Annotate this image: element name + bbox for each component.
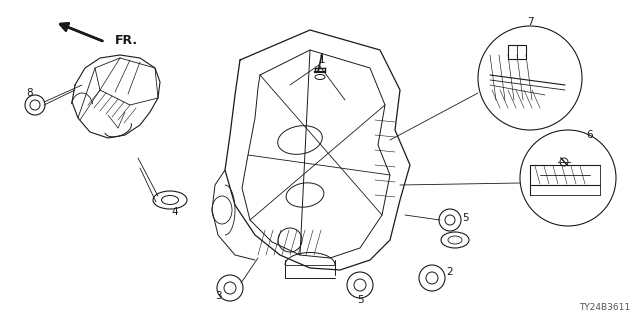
- Text: 8: 8: [27, 88, 33, 98]
- Text: 2: 2: [447, 267, 453, 277]
- Text: 5: 5: [356, 295, 364, 305]
- FancyBboxPatch shape: [508, 45, 526, 59]
- Text: 4: 4: [172, 207, 179, 217]
- Text: 5: 5: [461, 213, 468, 223]
- Text: 6: 6: [587, 130, 593, 140]
- Text: 1: 1: [319, 55, 325, 65]
- Text: TY24B3611: TY24B3611: [579, 303, 630, 312]
- Text: 3: 3: [214, 291, 221, 301]
- Text: 7: 7: [527, 17, 533, 27]
- Text: FR.: FR.: [115, 34, 138, 46]
